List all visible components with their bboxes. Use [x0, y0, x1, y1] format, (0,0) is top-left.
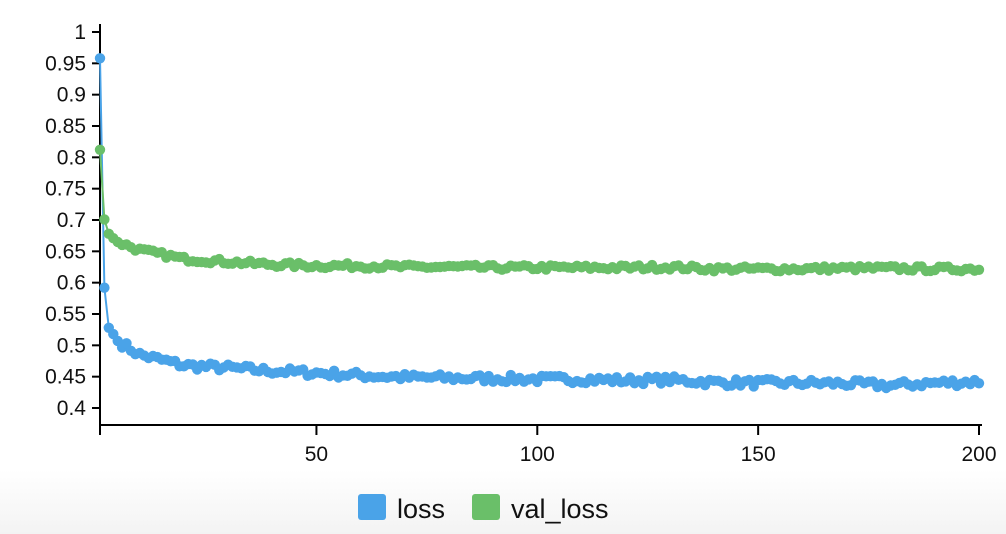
axes: 0.4 0.45 0.5 0.55 0.6 0.65 0.7 0.75 0.8 0.85 0.9 0.…: [45, 21, 996, 466]
y-tick-label: 0.65: [45, 240, 86, 263]
y-tick-label: 0.9: [57, 84, 86, 107]
y-tick-label: 0.5: [57, 334, 86, 357]
legend-item-loss: loss: [358, 494, 445, 524]
y-tick-label: 1: [74, 21, 86, 44]
y-tick-label: 0.85: [45, 115, 86, 138]
series-val_loss: [94, 144, 985, 277]
y-tick-label: 0.55: [45, 303, 86, 326]
data-point: [94, 53, 106, 64]
y-tick-label: 0.45: [45, 366, 86, 389]
y-tick-label: 0.6: [57, 272, 86, 295]
legend-swatch: [358, 494, 386, 520]
legend: loss val_loss: [358, 494, 609, 524]
x-tick-label: 50: [305, 443, 328, 466]
series-line-loss: [99, 58, 980, 390]
x-tick-label: 150: [741, 443, 776, 466]
series-loss: [94, 53, 985, 394]
series-layer: [94, 53, 985, 394]
y-tick-label: 0.95: [45, 52, 86, 75]
legend-swatch: [472, 494, 500, 520]
y-tick-label: 0.75: [45, 178, 86, 201]
series-line-val_loss: [99, 149, 980, 273]
y-tick-label: 0.7: [57, 209, 86, 232]
data-point: [121, 338, 132, 349]
data-point: [94, 144, 106, 155]
data-point: [99, 282, 110, 293]
data-point: [973, 378, 985, 389]
legend-label: loss: [397, 494, 445, 524]
x-tick-label: 100: [520, 443, 555, 466]
x-tick-label: 200: [961, 443, 996, 466]
legend-item-val_loss: val_loss: [472, 494, 609, 524]
y-tick-label: 0.4: [57, 397, 87, 420]
data-point: [973, 264, 985, 275]
legend-label: val_loss: [511, 494, 609, 524]
y-tick-label: 0.8: [57, 146, 86, 169]
data-point: [99, 214, 110, 225]
